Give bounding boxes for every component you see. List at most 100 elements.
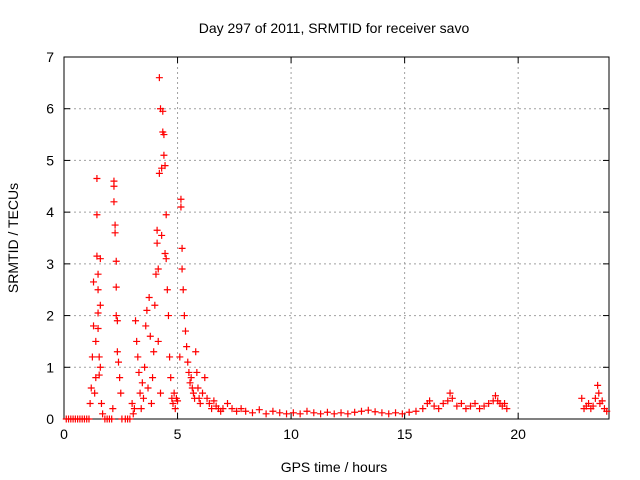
data-point bbox=[97, 399, 105, 407]
y-tick-label: 4 bbox=[46, 204, 54, 220]
y-tick-label: 1 bbox=[46, 359, 54, 375]
data-point bbox=[112, 283, 120, 291]
data-point bbox=[337, 409, 345, 417]
data-point bbox=[351, 408, 359, 416]
data-point bbox=[466, 402, 474, 410]
data-point bbox=[289, 409, 297, 417]
data-point bbox=[153, 226, 161, 234]
data-point bbox=[205, 399, 213, 407]
data-point bbox=[178, 244, 186, 252]
data-point bbox=[177, 203, 185, 211]
data-point bbox=[398, 410, 406, 418]
data-point bbox=[85, 415, 93, 423]
x-axis-label: GPS time / hours bbox=[281, 459, 388, 475]
data-point bbox=[378, 409, 386, 417]
data-point bbox=[276, 409, 284, 417]
data-point bbox=[185, 368, 193, 376]
data-point bbox=[160, 151, 168, 159]
data-point bbox=[116, 374, 124, 382]
data-point bbox=[195, 394, 203, 402]
data-point bbox=[170, 389, 178, 397]
data-point bbox=[128, 399, 136, 407]
y-tick-label: 5 bbox=[46, 152, 54, 168]
data-point bbox=[196, 399, 204, 407]
data-point bbox=[228, 405, 236, 413]
data-point bbox=[162, 211, 170, 219]
x-tick-label: 5 bbox=[174, 426, 182, 442]
data-point bbox=[323, 408, 331, 416]
data-point bbox=[184, 358, 192, 366]
data-point bbox=[90, 278, 98, 286]
data-points bbox=[62, 74, 611, 423]
y-tick-label: 3 bbox=[46, 256, 54, 272]
data-point bbox=[219, 405, 227, 413]
data-point bbox=[405, 408, 413, 416]
data-point bbox=[133, 337, 141, 345]
data-point bbox=[248, 409, 256, 417]
data-point bbox=[203, 394, 211, 402]
y-tick-label: 6 bbox=[46, 101, 54, 117]
data-point bbox=[471, 399, 479, 407]
data-point bbox=[480, 402, 488, 410]
data-point bbox=[139, 394, 147, 402]
data-point bbox=[330, 410, 338, 418]
data-point bbox=[392, 409, 400, 417]
data-point bbox=[589, 402, 597, 410]
data-point bbox=[594, 381, 602, 389]
data-point bbox=[179, 286, 187, 294]
data-point bbox=[138, 379, 146, 387]
data-point bbox=[176, 353, 184, 361]
data-point bbox=[193, 368, 201, 376]
data-point bbox=[113, 317, 121, 325]
data-point bbox=[92, 337, 100, 345]
data-point bbox=[99, 410, 107, 418]
grid bbox=[64, 57, 609, 419]
data-point bbox=[130, 405, 138, 413]
data-point bbox=[95, 353, 103, 361]
data-point bbox=[457, 399, 465, 407]
data-point bbox=[364, 406, 372, 414]
data-point bbox=[426, 397, 434, 405]
data-point bbox=[161, 250, 169, 258]
data-point bbox=[88, 353, 96, 361]
data-point bbox=[137, 405, 145, 413]
data-point bbox=[154, 265, 162, 273]
data-point bbox=[94, 309, 102, 317]
data-point bbox=[171, 405, 179, 413]
data-point bbox=[201, 374, 209, 382]
data-point bbox=[595, 389, 603, 397]
data-point bbox=[93, 211, 101, 219]
data-point bbox=[180, 312, 188, 320]
data-point bbox=[412, 407, 420, 415]
data-point bbox=[181, 327, 189, 335]
data-point bbox=[485, 399, 493, 407]
data-point bbox=[90, 322, 98, 330]
data-point bbox=[242, 407, 250, 415]
data-point bbox=[91, 389, 99, 397]
data-point bbox=[112, 257, 120, 265]
data-point bbox=[157, 389, 165, 397]
data-point bbox=[109, 405, 117, 413]
data-point bbox=[152, 270, 160, 278]
data-point bbox=[233, 407, 241, 415]
data-point bbox=[149, 374, 157, 382]
data-point bbox=[167, 374, 175, 382]
data-point bbox=[108, 415, 116, 423]
data-point bbox=[93, 175, 101, 183]
data-point bbox=[296, 410, 304, 418]
plot-area bbox=[63, 56, 610, 420]
data-point bbox=[578, 394, 586, 402]
data-point bbox=[159, 107, 167, 115]
data-point bbox=[435, 405, 443, 413]
data-point bbox=[94, 286, 102, 294]
data-point bbox=[303, 407, 311, 415]
x-tick-label: 20 bbox=[510, 426, 526, 442]
y-axis-label: SRMTID / TECUs bbox=[5, 183, 21, 293]
x-tick-label: 10 bbox=[283, 426, 299, 442]
data-point bbox=[371, 408, 379, 416]
data-point bbox=[142, 322, 150, 330]
data-point bbox=[86, 399, 94, 407]
data-point bbox=[113, 348, 121, 356]
data-point bbox=[462, 405, 470, 413]
